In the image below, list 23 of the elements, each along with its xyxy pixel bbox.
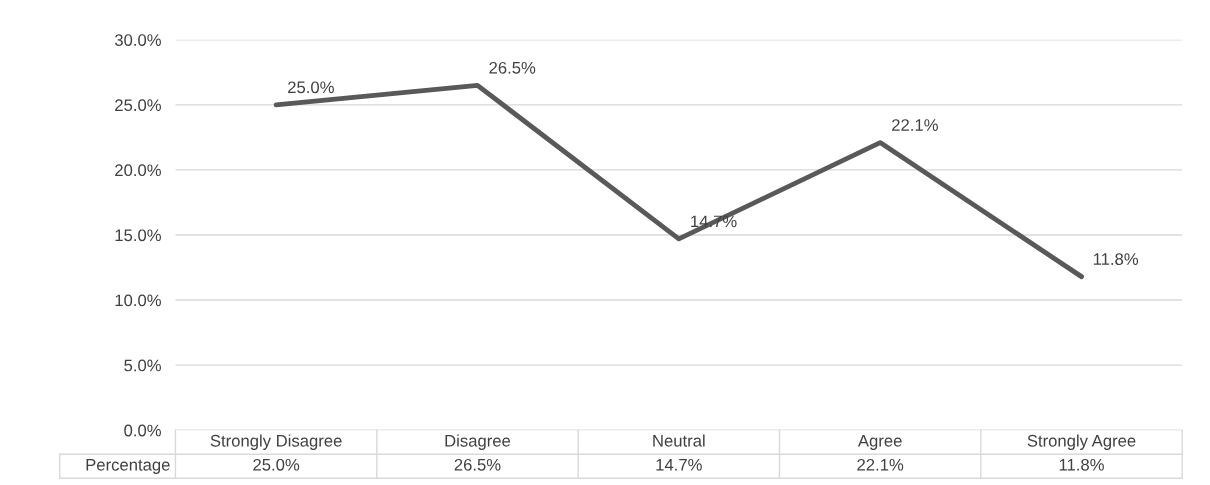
y-tick-label: 15.0% (115, 229, 161, 242)
text: 25.0% (288, 81, 334, 94)
data-label: 11.8% (1059, 458, 1104, 471)
line-series (273, 82, 1084, 280)
x-tick-label: Strongly Agree (1027, 434, 1136, 450)
x-tick-label: Strongly Disagree (210, 434, 342, 450)
x-tick-label: Disagree (445, 434, 511, 450)
text: Percentage (86, 459, 170, 474)
x-tick-label: Agree (857, 435, 902, 450)
y-tick-label: 20.0% (115, 164, 161, 177)
text: 26.5% (489, 61, 536, 74)
data-label: 22.1% (857, 458, 904, 471)
y-tick-label: 5.0% (124, 359, 161, 372)
data-label: 14.7% (656, 458, 702, 471)
data-label: 26.5% (454, 458, 501, 471)
y-tick-label: 10.0% (115, 294, 161, 307)
x-tick-label: Neutral (653, 434, 705, 447)
y-tick-label: 25.0% (115, 99, 161, 112)
text: 22.1% (892, 119, 938, 131)
text: 11.8% (1093, 253, 1139, 265)
y-tick-label: 0.0% (124, 424, 161, 437)
y-tick-label: 30.0% (114, 34, 161, 46)
data-label: 25.0% (253, 458, 300, 471)
